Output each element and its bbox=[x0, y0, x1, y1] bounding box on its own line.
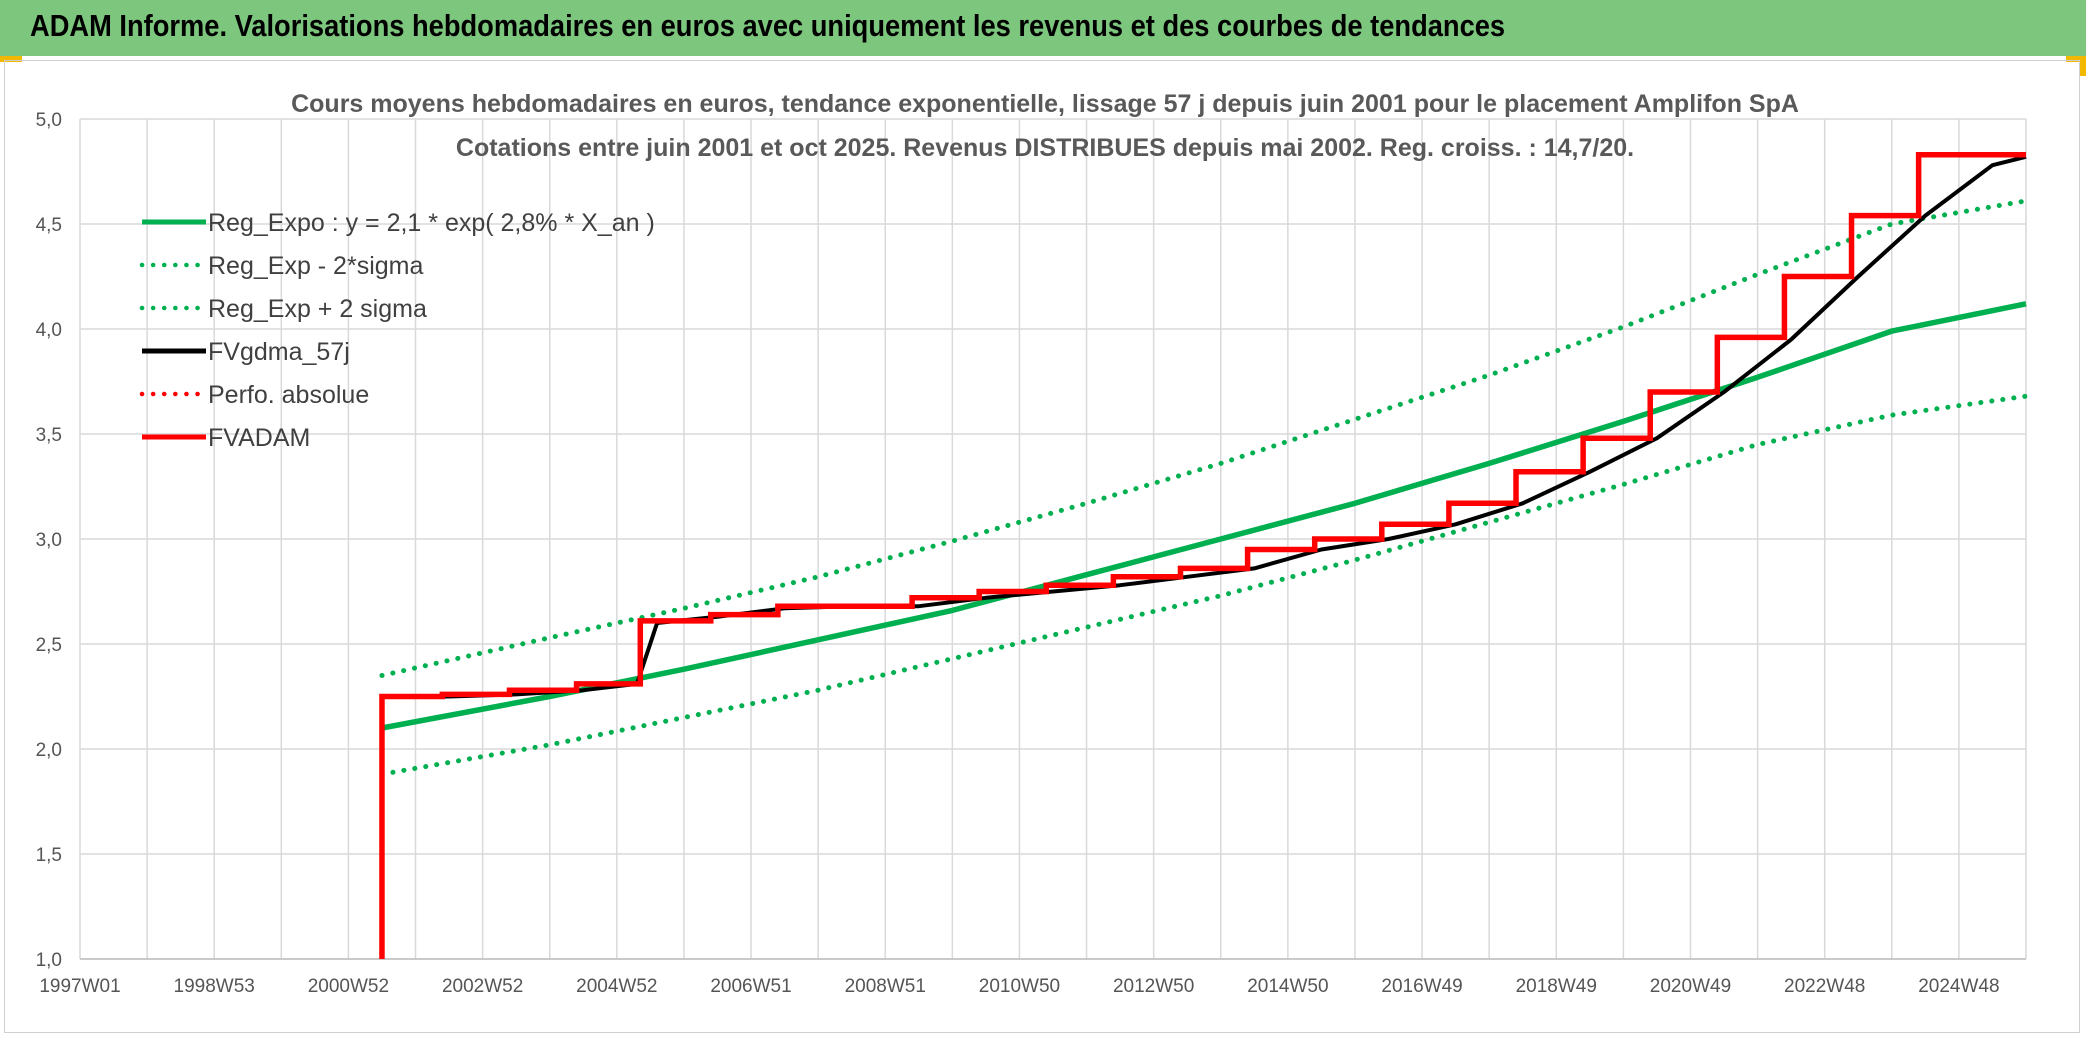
chart-title-line2: Cotations entre juin 2001 et oct 2025. R… bbox=[456, 134, 1634, 162]
y-tick-label: 3,0 bbox=[36, 530, 62, 551]
series-line bbox=[381, 154, 2027, 699]
y-tick-label: 1,0 bbox=[36, 950, 62, 971]
x-tick-label: 2016W49 bbox=[1381, 976, 1462, 997]
legend-label: FVgdma_57j bbox=[208, 338, 350, 366]
y-tick-labels: 1,0 1,5 2,0 2,5 3,0 3,5 4,0 4,5 5,0 bbox=[36, 110, 62, 971]
legend-label: Perfo. absolue bbox=[208, 381, 369, 409]
x-tick-label: 1998W53 bbox=[174, 976, 255, 997]
x-tick-labels: 1997W01 1998W53 2000W52 2002W52 2004W52 2006W… bbox=[39, 976, 1999, 997]
banner-title: ADAM Informe. Valorisations hebdomadaire… bbox=[30, 8, 1506, 43]
x-tick-label: 2002W52 bbox=[442, 976, 523, 997]
y-tick-label: 2,5 bbox=[36, 635, 62, 656]
grid-lines bbox=[79, 118, 2027, 960]
series-line bbox=[379, 198, 2029, 678]
legend: Reg_Expo : y = 2,1 * exp( 2,8% * X_an ) R… bbox=[139, 209, 655, 452]
corner-mark-right bbox=[2066, 56, 2086, 62]
x-tick-label: 1997W01 bbox=[39, 976, 120, 997]
chart-frame bbox=[4, 60, 2080, 1033]
legend-label: Reg_Exp - 2*sigma bbox=[208, 252, 423, 280]
x-tick-label: 2024W48 bbox=[1918, 976, 1999, 997]
y-tick-label: 1,5 bbox=[36, 845, 62, 866]
corner-mark-bottom-right bbox=[2080, 56, 2086, 76]
series-line bbox=[379, 393, 2029, 777]
series-layer bbox=[379, 151, 2029, 959]
series-line bbox=[379, 151, 2026, 959]
y-tick-label: 2,0 bbox=[36, 740, 62, 761]
x-tick-label: 2000W52 bbox=[308, 976, 389, 997]
y-tick-label: 3,5 bbox=[36, 425, 62, 446]
x-tick-label: 2010W50 bbox=[979, 976, 1060, 997]
x-tick-label: 2006W51 bbox=[710, 976, 791, 997]
x-tick-label: 2012W50 bbox=[1113, 976, 1194, 997]
x-tick-label: 2020W49 bbox=[1650, 976, 1731, 997]
y-tick-label: 5,0 bbox=[36, 110, 62, 131]
x-tick-label: 2004W52 bbox=[576, 976, 657, 997]
legend-label: Reg_Expo : y = 2,1 * exp( 2,8% * X_an ) bbox=[208, 209, 655, 237]
x-tick-label: 2022W48 bbox=[1784, 976, 1865, 997]
series-line bbox=[381, 301, 2027, 731]
x-tick-label: 2014W50 bbox=[1247, 976, 1328, 997]
chart-title-line1: Cours moyens hebdomadaires en euros, ten… bbox=[291, 90, 1799, 118]
legend-label: FVADAM bbox=[208, 424, 310, 452]
x-tick-label: 2008W51 bbox=[845, 976, 926, 997]
legend-label: Reg_Exp + 2 sigma bbox=[208, 295, 427, 323]
x-tick-label: 2018W49 bbox=[1516, 976, 1597, 997]
y-tick-label: 4,0 bbox=[36, 320, 62, 341]
y-tick-label: 4,5 bbox=[36, 215, 62, 236]
header-banner: ADAM Informe. Valorisations hebdomadaire… bbox=[0, 0, 2086, 56]
corner-mark-left bbox=[0, 56, 22, 62]
